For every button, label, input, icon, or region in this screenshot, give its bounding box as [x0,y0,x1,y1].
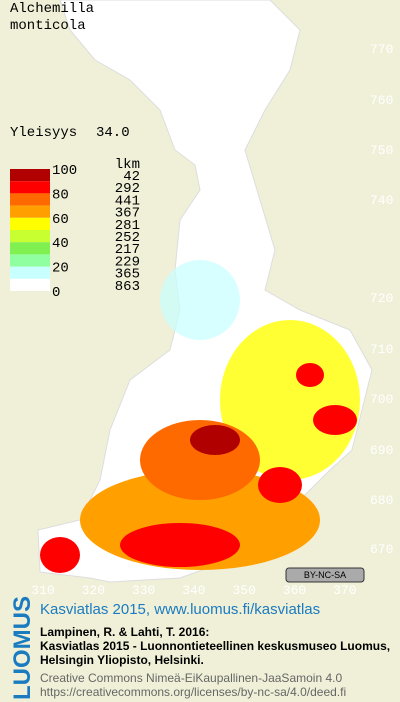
north-labels: 770 760 750 740 720 710 700 690 680 670 [370,42,393,557]
legend-swatch [10,266,50,279]
frequency-label: Yleisyys [10,125,77,141]
license: Creative Commons Nimeä-EiKaupallinen-Jaa… [40,671,346,699]
license-line: https://creativecommons.org/licenses/by-… [40,685,346,699]
legend-swatch [10,181,50,194]
north-label: 720 [370,291,393,306]
legend-swatch [10,169,50,182]
legend-swatch [10,242,50,255]
citation: Lampinen, R. & Lahti, T. 2016:Kasviatlas… [40,625,390,667]
east-label: 350 [232,583,255,598]
east-label: 360 [283,583,306,598]
north-label: 710 [370,342,393,357]
legend-swatch [10,205,50,218]
north-label: 740 [370,193,393,208]
north-label: 700 [370,392,393,407]
legend-scale-label: 100 [52,163,77,179]
legend-scale-label: 0 [52,285,60,301]
legend-count: 441 [115,193,140,209]
license-badge-text: BY-NC-SA [304,570,346,580]
legend: 100 80 60 40 20 0 4229244136728125221722936586… [10,163,140,301]
north-label: 770 [370,42,393,57]
occurrence-area [120,523,240,567]
east-label: 370 [333,583,356,598]
east-label: 340 [182,583,205,598]
legend-count: 367 [115,206,140,222]
legend-count: 217 [115,242,140,258]
legend-swatch [10,254,50,267]
legend-swatch [10,278,50,291]
occurrence-area [258,467,302,503]
count-header: lkm [115,157,140,173]
east-label: 320 [82,583,105,598]
legend-count: 281 [115,218,140,234]
north-label: 670 [370,542,393,557]
legend-swatch [10,230,50,243]
legend-swatch [10,217,50,230]
legend-count: 229 [115,254,140,270]
logo: LUOMUS [9,596,36,700]
north-label: 680 [370,493,393,508]
east-label: 310 [31,583,54,598]
citation-line: Helsingin Yliopisto, Helsinki. [40,653,204,667]
north-label: 690 [370,443,393,458]
north-label: 750 [370,143,393,158]
occurrence-area [160,260,240,340]
species-name: monticola [10,18,86,34]
legend-swatch [10,193,50,206]
east-labels: 310 320 330 340 350 360 370 [31,583,356,598]
legend-count: 252 [115,230,140,246]
citation-line: Kasviatlas 2015 - Luonnontieteellinen ke… [40,639,390,653]
occurrence-area [190,425,240,455]
east-label: 330 [132,583,155,598]
legend-count: 863 [115,279,140,295]
north-label: 760 [370,93,393,108]
legend-scale-label: 80 [52,187,69,203]
occurrence-area [296,363,324,387]
occurrence-area [220,320,360,480]
occurrence-area [40,537,80,573]
frequency-value: 34.0 [96,125,130,141]
legend-count: 365 [115,267,140,283]
footer-title: Kasviatlas 2015, www.luomus.fi/kasviatla… [40,601,320,618]
license-line: Creative Commons Nimeä-EiKaupallinen-Jaa… [40,671,342,685]
license-badge [285,567,365,583]
legend-count: 42 [123,169,140,185]
legend-count: 292 [115,181,140,197]
citation-line: Lampinen, R. & Lahti, T. 2016: [40,625,209,639]
species-name: Alchemilla [10,1,94,17]
legend-scale-label: 20 [52,261,69,277]
occurrence-area [313,405,357,435]
map [37,0,373,583]
legend-scale-label: 60 [52,212,69,228]
legend-scale-label: 40 [52,236,69,252]
